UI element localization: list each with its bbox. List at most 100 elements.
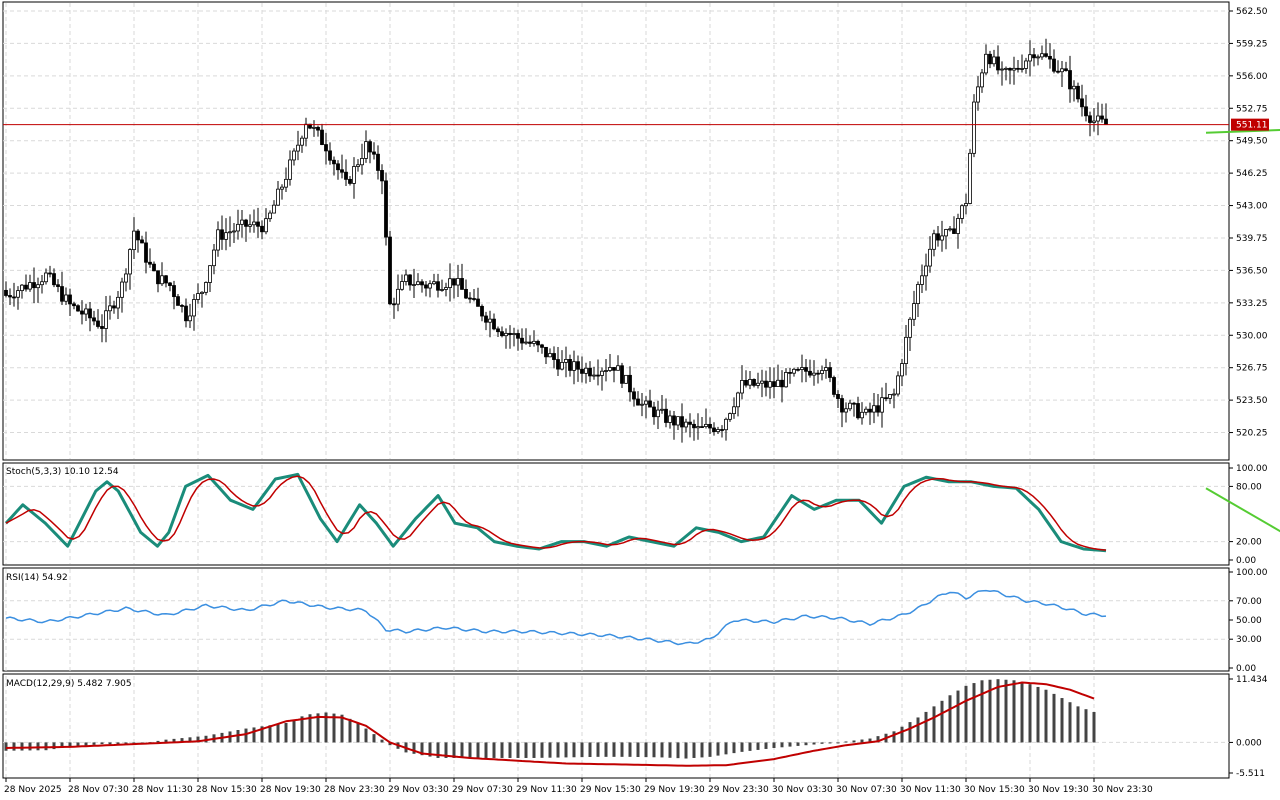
candle-body <box>1072 85 1076 90</box>
time-tick-label: 28 Nov 07:30 <box>68 785 129 795</box>
macd-histogram-bar <box>1084 709 1088 743</box>
macd-histogram-bar <box>1012 680 1016 743</box>
time-tick-label: 28 Nov 19:30 <box>260 785 321 795</box>
macd-histogram-bar <box>996 679 1000 743</box>
stoch-tick-label: 0.00 <box>1236 556 1256 566</box>
candle-body <box>872 405 876 413</box>
candle-body <box>400 281 404 290</box>
candle-body <box>820 370 824 374</box>
macd-histogram-bar <box>844 741 848 743</box>
candle-body <box>96 320 100 327</box>
macd-histogram-bar <box>348 718 352 743</box>
macd-histogram-bar <box>660 742 664 758</box>
macd-histogram-bar <box>116 742 120 745</box>
macd-histogram-bar <box>764 742 768 749</box>
candle-body <box>192 299 196 317</box>
time-tick-label: 29 Nov 07:30 <box>452 785 513 795</box>
candle-body <box>1080 98 1084 108</box>
candle-body <box>428 283 432 289</box>
candle-body <box>956 218 960 234</box>
macd-histogram-bar <box>164 739 168 743</box>
grid <box>3 3 1229 777</box>
candle-body <box>676 416 680 426</box>
candle-body <box>4 289 8 296</box>
macd-histogram-bar <box>332 713 336 743</box>
candle-body <box>440 289 444 291</box>
macd-histogram-bar <box>580 742 584 758</box>
macd-histogram-bar <box>692 742 696 758</box>
candle-body <box>968 152 972 204</box>
candle-body <box>216 229 220 251</box>
candle-body <box>764 380 768 388</box>
candle-body <box>80 310 84 315</box>
candle-body <box>356 164 360 167</box>
macd-tick-label: -5.511 <box>1236 769 1265 779</box>
stoch-trend-line <box>1205 487 1280 533</box>
candle-body <box>92 317 96 322</box>
candle-body <box>200 291 204 294</box>
candle-body <box>696 426 700 429</box>
macd-histogram-bar <box>276 724 280 743</box>
candle-body <box>692 423 696 429</box>
candle-body <box>460 278 464 290</box>
candle-body <box>1012 67 1016 71</box>
macd-histogram-bar <box>572 742 576 758</box>
candle-body <box>444 287 448 290</box>
candle-body <box>104 310 108 329</box>
macd-histogram-bar <box>556 742 560 758</box>
candle-body <box>472 298 476 300</box>
candle-body <box>132 230 136 251</box>
macd-histogram-bar <box>364 728 368 743</box>
rsi-tick-label: 100.00 <box>1236 568 1268 578</box>
time-tick-label: 29 Nov 03:30 <box>388 785 449 795</box>
candle-body <box>88 308 92 319</box>
candle-body <box>528 341 532 344</box>
time-tick-label: 30 Nov 03:30 <box>772 785 833 795</box>
candle-body <box>688 421 692 425</box>
candle-body <box>980 72 984 88</box>
candle-body <box>516 333 520 339</box>
candle-body <box>148 261 152 265</box>
macd-histogram-bar <box>172 738 176 743</box>
candle-body <box>1052 58 1056 72</box>
candle-body <box>640 403 644 406</box>
macd-histogram-bar <box>940 700 944 743</box>
candle-body <box>596 374 600 377</box>
candle-body <box>636 398 640 406</box>
candle-body <box>652 406 656 418</box>
macd-histogram-bar <box>1092 712 1096 743</box>
macd-histogram-bar <box>292 719 296 743</box>
candle-body <box>856 403 860 419</box>
macd-histogram-bar <box>1076 706 1080 743</box>
macd-histogram-bar <box>716 742 720 756</box>
candle-body <box>476 298 480 307</box>
macd-histogram-bar <box>76 742 80 747</box>
candle-body <box>548 353 552 358</box>
candle-body <box>984 53 988 74</box>
candle-body <box>908 318 912 338</box>
candle-body <box>156 270 160 285</box>
price-tick-label: 533.25 <box>1236 299 1268 309</box>
macd-histogram-bar <box>1068 702 1072 743</box>
macd-histogram-bar <box>988 679 992 743</box>
candle-body <box>172 285 176 298</box>
rsi-line <box>5 589 1107 646</box>
candle-body <box>940 235 944 241</box>
macd-histogram-bar <box>1060 698 1064 743</box>
candle-body <box>1092 120 1096 123</box>
candle-body <box>292 150 296 161</box>
candle-body <box>264 218 268 233</box>
macd-histogram-bar <box>444 742 448 758</box>
macd-histogram-bar <box>92 742 96 745</box>
candle-body <box>256 221 260 227</box>
candle-body <box>780 379 784 388</box>
candle-body <box>224 232 228 240</box>
candle-body <box>160 275 164 285</box>
candle-body <box>456 278 460 286</box>
candle-body <box>280 186 284 190</box>
macd-histogram-bar <box>892 731 896 743</box>
candle-body <box>176 296 180 306</box>
macd-histogram-bar <box>684 742 688 759</box>
macd-panel-frame <box>2 673 1230 779</box>
